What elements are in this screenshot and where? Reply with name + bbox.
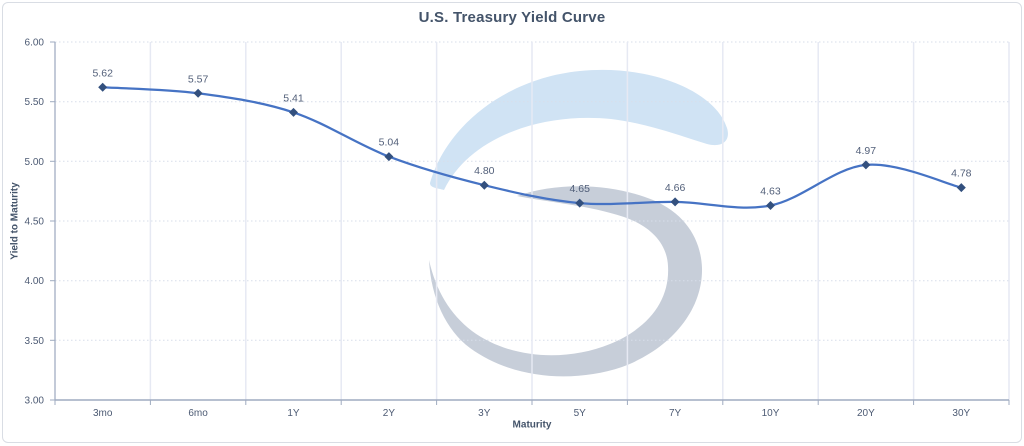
tick-labels: 6.00 5.50 5.00 4.50 4.00 3.50 3.00 3mo 6mo 1Y 2Y 3Y… — [25, 38, 971, 420]
x-tick-label: 5Y — [574, 408, 587, 419]
data-label: 4.97 — [856, 145, 877, 157]
data-point-marker — [479, 180, 489, 190]
data-labels: 5.62 5.57 5.41 5.04 4.80 4.65 4.66 4.63 4.97 4.78 — [92, 67, 971, 197]
y-tick-label: 5.00 — [25, 157, 45, 168]
data-label: 5.04 — [379, 137, 400, 149]
chart-title: U.S. Treasury Yield Curve — [418, 9, 606, 26]
data-label: 5.62 — [92, 67, 113, 79]
y-tick-label: 3.50 — [25, 336, 45, 347]
series-yield — [98, 82, 966, 210]
data-point-marker — [384, 152, 394, 162]
y-tick-label: 4.00 — [25, 276, 45, 287]
x-tick-label: 30Y — [952, 408, 970, 419]
x-tick-label: 10Y — [762, 408, 780, 419]
x-tick-label: 3Y — [478, 408, 491, 419]
data-label: 4.66 — [665, 182, 686, 194]
y-tick-label: 4.50 — [25, 217, 45, 228]
data-point-marker — [956, 183, 966, 193]
y-axis-title: Yield to Maturity — [9, 182, 21, 260]
x-tick-label: 2Y — [383, 408, 396, 419]
x-tick-label: 3mo — [93, 408, 113, 419]
data-point-marker — [575, 198, 585, 208]
x-tick-label: 6mo — [188, 408, 208, 419]
data-point-marker — [289, 107, 298, 117]
data-point-marker — [670, 197, 680, 207]
data-label: 4.80 — [474, 165, 495, 177]
x-tick-label: 7Y — [669, 408, 682, 419]
watermark-top-swirl-icon — [430, 69, 728, 190]
watermark-bottom-swirl-icon — [429, 186, 703, 377]
data-label: 4.78 — [951, 168, 972, 180]
data-label: 5.57 — [188, 73, 209, 85]
data-label: 4.65 — [569, 183, 590, 195]
y-tick-label: 3.00 — [25, 396, 45, 407]
data-point-marker — [193, 88, 203, 98]
x-tick-label: 20Y — [857, 408, 875, 419]
data-point-marker — [766, 201, 775, 210]
data-point-marker — [861, 160, 871, 170]
data-label: 5.41 — [283, 92, 304, 104]
swirl-logo-watermark — [429, 69, 728, 377]
axes — [50, 41, 1010, 405]
data-label: 4.63 — [760, 186, 781, 198]
gridlines — [55, 41, 1010, 401]
x-axis-title: Maturity — [512, 419, 552, 431]
data-point-marker — [98, 82, 108, 92]
y-tick-label: 6.00 — [25, 38, 45, 49]
y-tick-label: 5.50 — [25, 97, 45, 108]
series-line — [101, 86, 963, 209]
x-tick-label: 1Y — [287, 408, 300, 419]
